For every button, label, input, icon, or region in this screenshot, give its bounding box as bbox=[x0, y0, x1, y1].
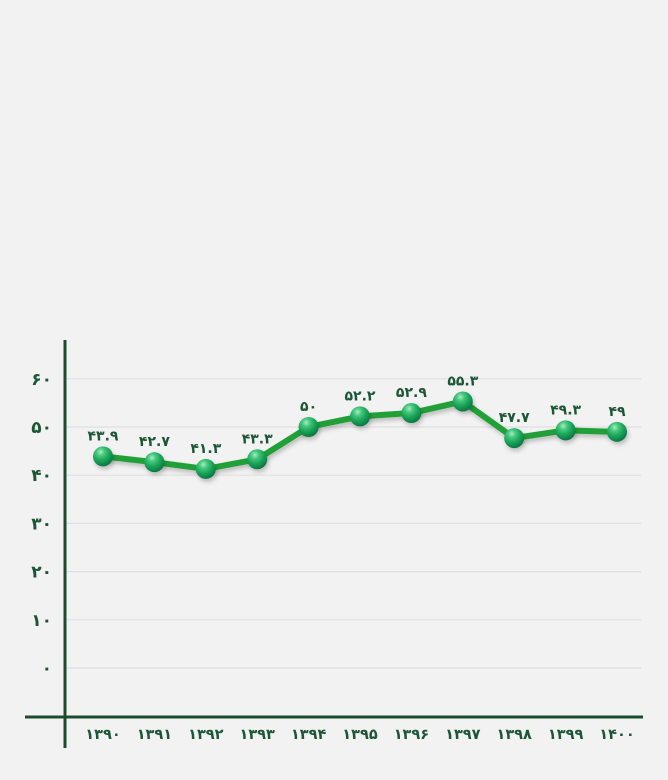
data-point-label: ۵۰ bbox=[300, 399, 317, 415]
x-axis-label: ۱۳۹۴ bbox=[291, 727, 327, 743]
y-axis-label: ۵۰ bbox=[31, 418, 52, 438]
x-axis-label: ۱۳۹۵ bbox=[342, 727, 378, 743]
data-point bbox=[504, 428, 525, 449]
data-point bbox=[452, 391, 473, 412]
x-axis-label: ۱۳۹۳ bbox=[239, 727, 275, 743]
x-axis-label: ۱۳۹۷ bbox=[445, 727, 481, 743]
data-point-label: ۴۳.۳ bbox=[242, 431, 273, 447]
data-point-label: ۴۷.۷ bbox=[499, 410, 530, 426]
data-point bbox=[555, 420, 576, 441]
x-axis-label: ۱۳۹۱ bbox=[137, 727, 172, 743]
data-point-label: ۴۱.۳ bbox=[190, 441, 221, 457]
data-point bbox=[195, 458, 216, 479]
x-axis-label: ۱۳۹۸ bbox=[496, 727, 532, 743]
data-point bbox=[93, 446, 113, 467]
y-axis-label: ۰ bbox=[42, 659, 52, 679]
x-axis-label: ۱۳۹۰ bbox=[85, 727, 120, 743]
x-axis-label: ۱۳۹۶ bbox=[394, 727, 429, 743]
data-point-label: ۴۳.۹ bbox=[88, 428, 119, 444]
x-axis-label: ۱۳۹۹ bbox=[548, 727, 584, 743]
data-point-label: ۴۲.۷ bbox=[139, 434, 170, 450]
data-point bbox=[401, 403, 422, 424]
x-axis-label: ۱۳۹۲ bbox=[188, 727, 224, 743]
data-point bbox=[247, 449, 268, 470]
data-point-label: ۴۹.۳ bbox=[550, 402, 581, 418]
data-point-label: ۵۲.۹ bbox=[396, 385, 427, 401]
y-axis-label: ۴۰ bbox=[31, 466, 52, 486]
data-point-label: ۴۹ bbox=[608, 404, 626, 420]
data-point bbox=[298, 417, 319, 437]
data-point bbox=[144, 452, 165, 473]
y-axis-label: ۲۰ bbox=[31, 563, 52, 583]
data-point-label: ۵۵.۳ bbox=[447, 373, 478, 389]
y-axis-label: ۳۰ bbox=[31, 514, 52, 534]
x-axis-label: ۱۴۰۰ bbox=[599, 727, 634, 743]
y-axis-label: ۶۰ bbox=[31, 370, 52, 390]
data-point bbox=[607, 421, 627, 442]
data-point bbox=[350, 406, 370, 427]
data-point-label: ۵۲.۲ bbox=[345, 388, 376, 404]
y-axis-label: ۱۰ bbox=[31, 611, 52, 631]
